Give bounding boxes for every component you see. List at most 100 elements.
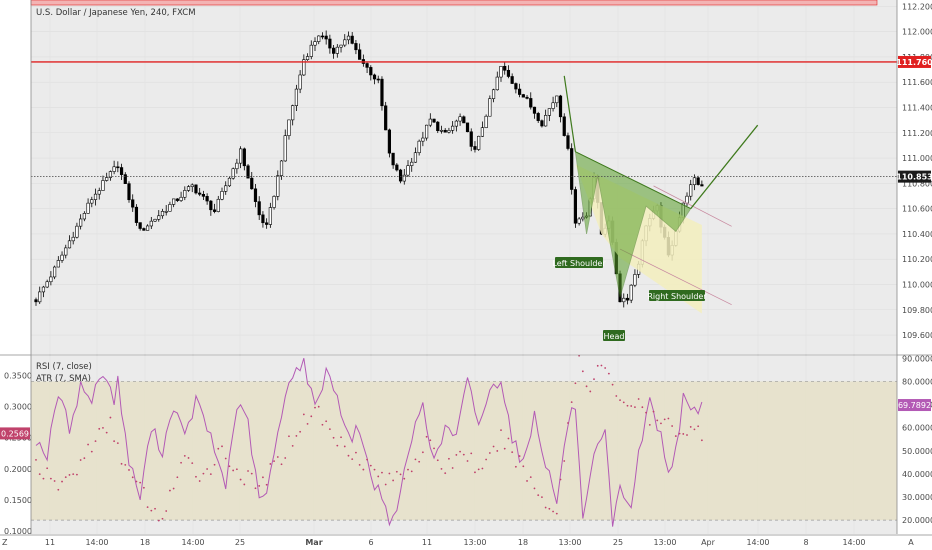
candle-body — [227, 177, 232, 187]
candle-body — [75, 225, 79, 238]
candle-body — [164, 210, 168, 213]
atr-point — [46, 467, 49, 470]
candle-body — [38, 291, 42, 303]
candle-body — [391, 152, 395, 166]
candle-body — [157, 215, 161, 220]
candle-body — [153, 218, 157, 222]
atr-point — [314, 406, 316, 409]
rsi-tick-label: 50.0000 — [902, 447, 932, 456]
atr-point — [135, 480, 138, 483]
atr-point — [567, 422, 569, 424]
rsi-tick-label: 90.0000 — [902, 354, 932, 363]
atr-point — [448, 457, 450, 460]
price-tick-label: 112.000 — [902, 28, 932, 37]
atr-point — [541, 496, 543, 498]
breakout-projection-line — [690, 124, 759, 210]
candle-body — [358, 49, 362, 60]
candle-body — [160, 211, 165, 217]
candle-body — [514, 83, 518, 90]
atr-point — [183, 454, 186, 457]
candle-body — [458, 116, 462, 122]
atr-point — [410, 470, 413, 473]
atr-point — [295, 435, 298, 437]
atr-point — [604, 367, 607, 369]
pattern-label-box — [649, 290, 705, 301]
candle-body — [67, 240, 72, 249]
candle-body — [428, 118, 432, 126]
candle-body — [317, 35, 321, 42]
candle-body — [309, 44, 313, 57]
price-tick-label: 112.200 — [902, 2, 932, 11]
atr-point — [500, 429, 502, 432]
candle-body — [346, 35, 351, 41]
atr-point — [377, 475, 380, 478]
candle-body — [480, 127, 485, 137]
candle-body — [101, 180, 105, 191]
candle-body — [146, 225, 150, 231]
price-pane[interactable] — [31, 0, 897, 354]
atr-point — [421, 451, 424, 454]
chart-title: U.S. Dollar / Japanese Yen, 240, FXCM — [36, 8, 196, 18]
atr-point — [555, 512, 558, 515]
atr-point — [533, 487, 536, 490]
atr-point — [187, 457, 190, 459]
atr-point — [142, 486, 145, 489]
candle-body — [581, 216, 585, 220]
price-tick-label: 109.600 — [902, 331, 932, 340]
atr-point — [53, 480, 56, 482]
price-tags: 111.760 110.853 69.7892 0.2569 — [0, 55, 932, 440]
atr-point — [548, 507, 551, 510]
atr-point — [64, 476, 67, 479]
atr-tick-label: 0.1000 — [4, 527, 32, 536]
atr-point — [641, 406, 644, 409]
atr-point — [35, 458, 37, 461]
atr-point — [72, 473, 75, 475]
candle-body — [97, 190, 101, 195]
candle-body — [268, 207, 272, 225]
price-tick-label: 110.200 — [902, 255, 932, 264]
rsi-tick-label: 80.0000 — [902, 377, 932, 386]
candle-body — [521, 94, 525, 98]
atr-point — [645, 411, 647, 414]
atr-point — [581, 370, 584, 373]
candle-body — [220, 191, 224, 200]
atr-point — [518, 455, 521, 457]
atr-point — [369, 464, 372, 467]
atr-point — [593, 378, 595, 381]
candle-body — [570, 148, 574, 190]
atr-point — [217, 447, 220, 450]
candle-body — [473, 146, 477, 150]
atr-point — [511, 451, 514, 454]
atr-point — [425, 435, 428, 438]
candle-body — [491, 89, 496, 99]
last-price-tag — [898, 170, 931, 183]
candle-body — [276, 175, 280, 197]
atr-point — [347, 454, 350, 457]
candle-body — [692, 177, 697, 186]
atr-point — [336, 444, 339, 447]
price-tick-label: 111.200 — [902, 129, 932, 138]
candle-body — [209, 200, 213, 211]
atr-point — [120, 462, 123, 465]
atr-point — [176, 476, 179, 479]
pattern-label-box — [603, 330, 625, 341]
candle-body — [577, 218, 581, 224]
atr-point — [451, 467, 454, 469]
atr-tick-label: 0.2000 — [4, 465, 32, 474]
rsi-title: RSI (7, close) — [36, 362, 92, 372]
candle-body — [406, 165, 410, 176]
candle-body — [532, 106, 537, 114]
atr-point — [674, 435, 677, 437]
atr-point — [209, 473, 212, 476]
candle-body — [108, 171, 112, 178]
candle-body — [86, 202, 90, 214]
candle-body — [369, 67, 373, 76]
atr-point — [373, 468, 376, 471]
candle-body — [265, 222, 269, 225]
atr-point — [637, 398, 640, 400]
atr-point — [87, 443, 89, 446]
time-tick-label: 13:00 — [463, 538, 486, 547]
atr-point — [165, 510, 168, 512]
atr-point — [139, 481, 142, 484]
